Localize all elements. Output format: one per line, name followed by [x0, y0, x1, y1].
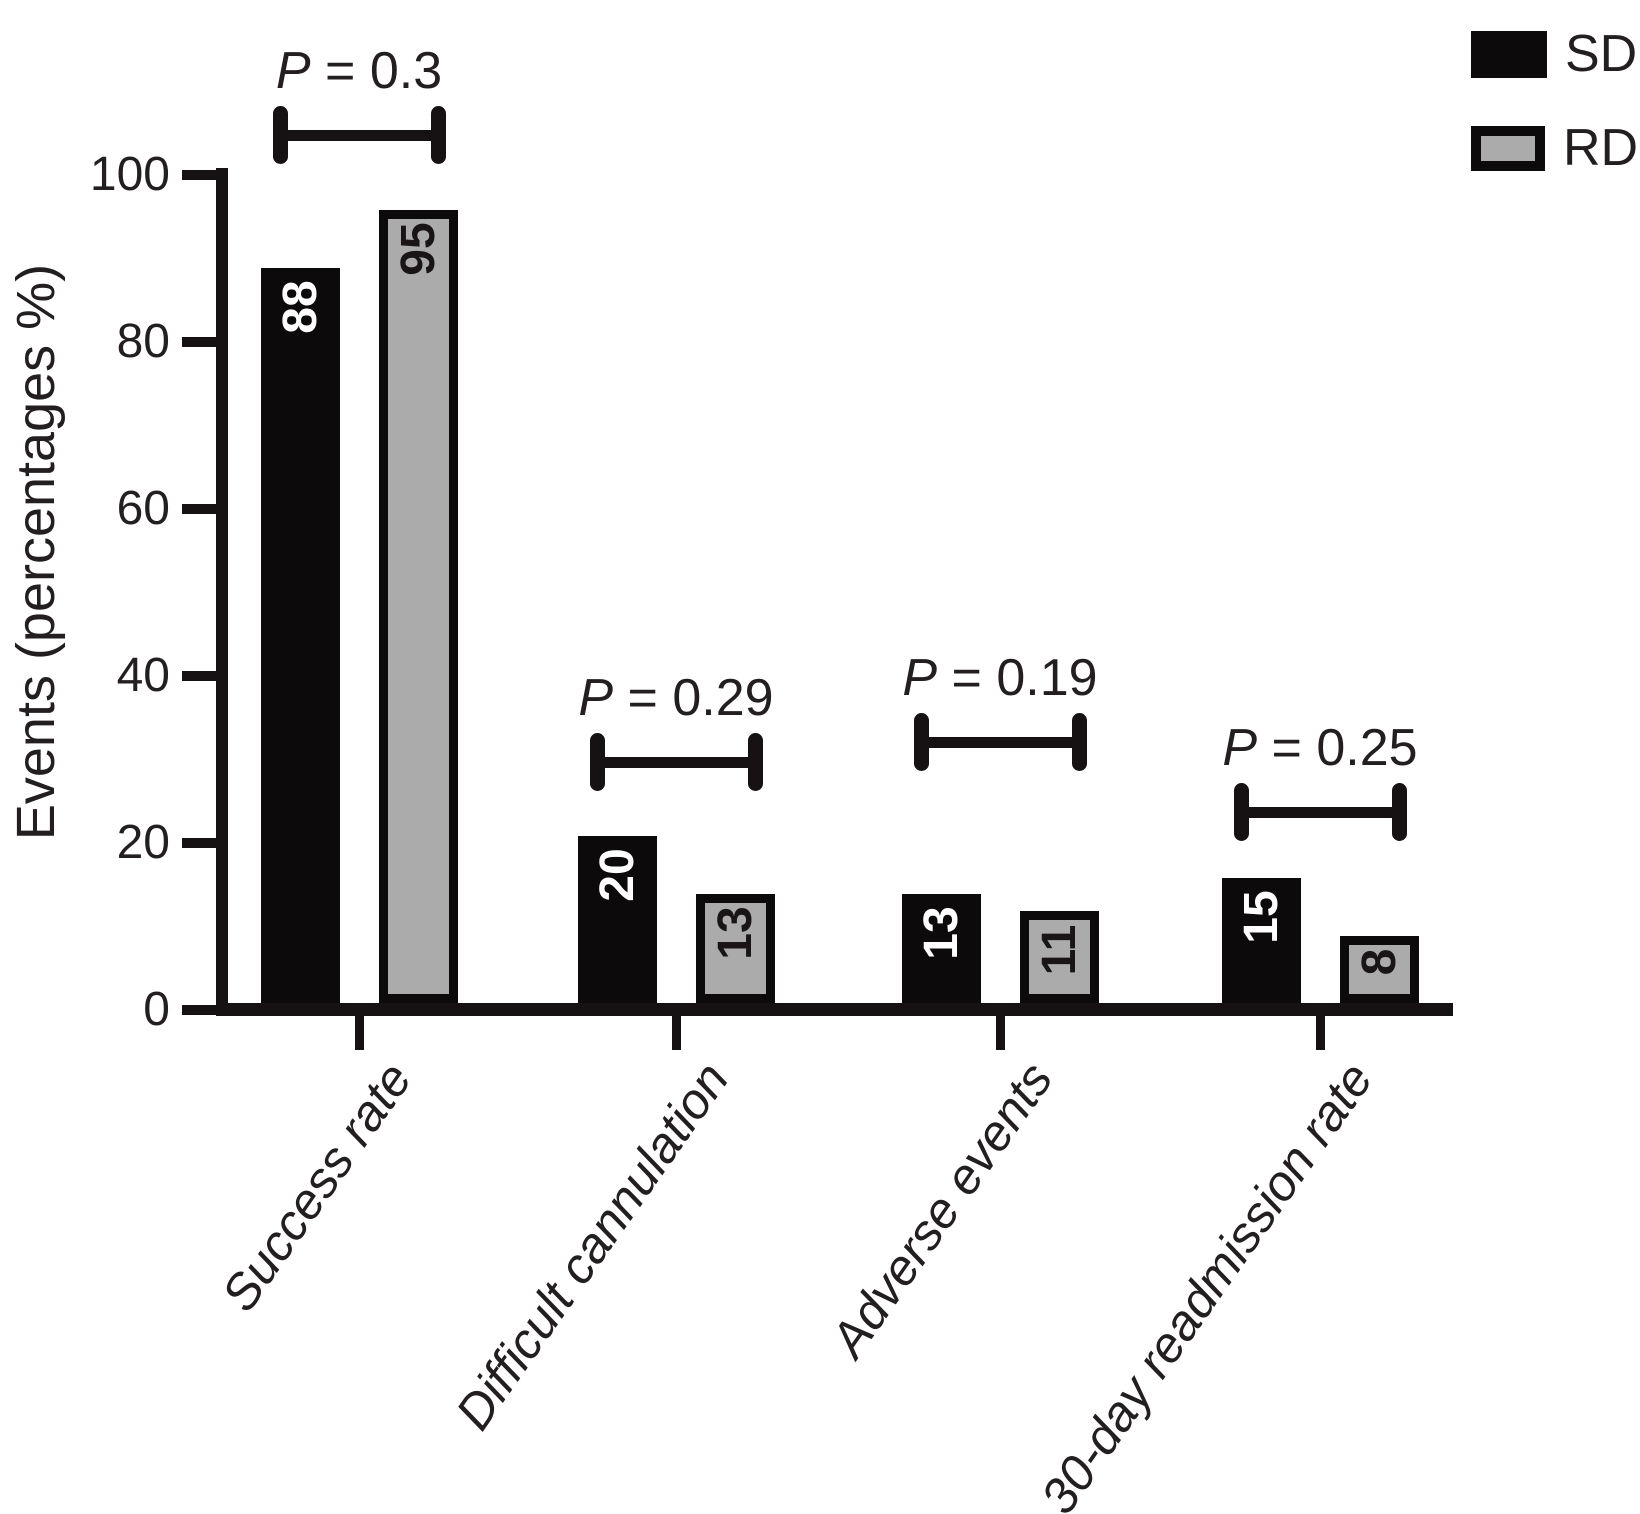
x-tick-label-difficult-cannulation: Difficult cannulation [444, 1052, 740, 1440]
pvalue-bracket-cap-right-difficult-cannulation [747, 733, 763, 791]
pvalue-bracket-30-day-readmission-rate [1241, 806, 1399, 818]
bar-rd-success-rate [378, 209, 458, 1003]
y-tick-label-20: 20 [116, 815, 170, 869]
pvalue-label-difficult-cannulation: P = 0.29 [578, 669, 774, 727]
pvalue-bracket-cap-left-success-rate [272, 106, 288, 164]
bar-sd-adverse-events [901, 894, 981, 1003]
bar-value-label-sd-difficult-cannulation: 20 [591, 848, 644, 902]
x-tick-label-success-rate: Success rate [210, 1052, 423, 1322]
y-tick-80 [182, 336, 222, 347]
pvalue-bracket-cap-right-adverse-events [1071, 713, 1087, 771]
pvalue-bracket-success-rate [280, 129, 438, 141]
y-tick-label-100: 100 [89, 147, 170, 201]
pvalue-bracket-cap-right-30-day-readmission-rate [1391, 783, 1407, 841]
bar-value-label-sd-adverse-events: 13 [915, 906, 968, 961]
y-axis-line [216, 168, 228, 1016]
pvalue-bracket-cap-right-success-rate [430, 106, 446, 164]
x-tick-adverse-events [996, 1016, 1005, 1050]
x-tick-label-adverse-events: Adverse events [819, 1052, 1064, 1367]
x-tick-success-rate [355, 1016, 364, 1050]
legend-label-sd: SD [1565, 25, 1638, 83]
pvalue-label-adverse-events: P = 0.19 [902, 649, 1098, 707]
legend-label-rd: RD [1563, 119, 1639, 177]
y-axis-title: Events (percentages %) [6, 263, 66, 841]
bar-rd-adverse-events [1019, 911, 1099, 1003]
pvalue-bracket-adverse-events [921, 736, 1079, 748]
pvalue-label-success-rate: P = 0.3 [275, 42, 443, 100]
bar-value-label-rd-success-rate: 95 [392, 222, 445, 276]
legend: SD RD [1471, 28, 1638, 174]
pvalue-bracket-cap-left-difficult-cannulation [589, 733, 605, 791]
pvalue-label-symbol: P [275, 42, 311, 100]
bar-rd-difficult-cannulation [695, 894, 775, 1003]
y-tick-label-80: 80 [116, 314, 170, 368]
x-tick-label-30-day-readmission-rate: 30-day readmission rate [1029, 1052, 1384, 1514]
y-tick-40 [182, 670, 222, 681]
bar-value-label-sd-success-rate: 88 [274, 280, 327, 334]
pvalue-label-30-day-readmission-rate: P = 0.25 [1222, 719, 1418, 777]
bar-sd-30-day-readmission-rate [1221, 877, 1301, 1003]
legend-item-rd: RD [1471, 122, 1638, 174]
bar-value-label-rd-difficult-cannulation: 13 [709, 906, 762, 961]
pvalue-label-symbol: P [1222, 719, 1258, 777]
x-axis-line [216, 1003, 1453, 1016]
pvalue-bracket-cap-left-30-day-readmission-rate [1233, 783, 1249, 841]
y-tick-0 [182, 1004, 222, 1015]
bar-value-label-sd-30-day-readmission-rate: 15 [1235, 890, 1288, 944]
bar-value-label-rd-30-day-readmission-rate: 8 [1353, 948, 1406, 976]
y-tick-label-60: 60 [116, 481, 170, 535]
pvalue-label-symbol: P [902, 649, 938, 707]
y-tick-60 [182, 503, 222, 514]
y-tick-20 [182, 837, 222, 848]
y-tick-label-0: 0 [143, 982, 170, 1036]
legend-item-sd: SD [1471, 28, 1638, 80]
pvalue-label-symbol: P [578, 669, 614, 727]
x-tick-30-day-readmission-rate [1316, 1016, 1325, 1050]
pvalue-bracket-cap-left-adverse-events [913, 713, 929, 771]
legend-swatch-rd-icon [1471, 125, 1545, 171]
bar-sd-success-rate [260, 268, 340, 1003]
bar-rd-30-day-readmission-rate [1339, 936, 1419, 1003]
y-tick-label-40: 40 [116, 648, 170, 702]
pvalue-bracket-difficult-cannulation [597, 756, 755, 768]
bar-value-label-rd-adverse-events: 11 [1033, 924, 1086, 976]
x-tick-difficult-cannulation [672, 1016, 681, 1050]
y-tick-100 [182, 169, 222, 180]
legend-swatch-sd-icon [1471, 30, 1547, 78]
bar-sd-difficult-cannulation [577, 836, 657, 1003]
